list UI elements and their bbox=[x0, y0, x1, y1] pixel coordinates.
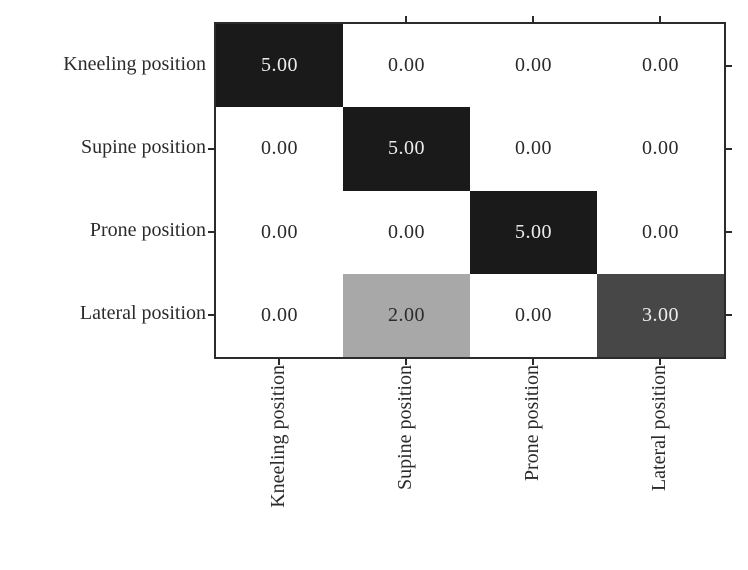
x-axis-tick bbox=[278, 359, 280, 365]
y-axis-tick bbox=[208, 231, 214, 233]
matrix-cell: 5.00 bbox=[470, 190, 597, 274]
matrix-cell: 0.00 bbox=[216, 190, 343, 274]
x-axis-label-text: Kneeling position bbox=[267, 365, 289, 508]
y-axis-tick bbox=[208, 148, 214, 150]
y-axis-tick bbox=[726, 65, 732, 67]
matrix-cell: 2.00 bbox=[343, 273, 470, 357]
matrix-cell: 0.00 bbox=[216, 273, 343, 357]
matrix-cell: 0.00 bbox=[343, 24, 470, 108]
x-axis-tick bbox=[532, 359, 534, 365]
matrix-cell: 0.00 bbox=[343, 190, 470, 274]
x-axis-tick bbox=[405, 359, 407, 365]
y-axis-label-prone: Prone position bbox=[89, 219, 206, 241]
x-axis-tick bbox=[659, 16, 661, 22]
matrix-cell: 0.00 bbox=[216, 107, 343, 191]
matrix-cell: 5.00 bbox=[216, 24, 343, 108]
y-axis-tick bbox=[726, 314, 732, 316]
x-axis-tick bbox=[659, 359, 661, 365]
matrix-cell: 5.00 bbox=[343, 107, 470, 191]
matrix-cell: 0.00 bbox=[470, 273, 597, 357]
y-axis-label-supine: Supine position bbox=[80, 136, 206, 158]
x-axis-label-text: Supine position bbox=[394, 365, 416, 491]
y-axis-tick bbox=[726, 148, 732, 150]
matrix-cell: 3.00 bbox=[597, 273, 724, 357]
x-axis-tick bbox=[405, 16, 407, 22]
matrix-cell: 0.00 bbox=[597, 107, 724, 191]
x-axis-label-text: Prone position bbox=[521, 365, 543, 482]
matrix-cell: 0.00 bbox=[470, 107, 597, 191]
x-axis-tick bbox=[532, 16, 534, 22]
x-axis-label-text: Lateral position bbox=[648, 365, 670, 492]
heatmap-plot: 5.00 0.00 0.00 0.00 0.00 5.00 0.00 0.00 … bbox=[208, 16, 732, 365]
y-axis-tick bbox=[726, 231, 732, 233]
y-axis-label-kneeling: Kneeling position bbox=[63, 53, 206, 75]
matrix-cell: 0.00 bbox=[470, 24, 597, 108]
y-axis-label-lateral: Lateral position bbox=[79, 302, 206, 324]
matrix-cell: 0.00 bbox=[597, 24, 724, 108]
y-axis-tick bbox=[208, 314, 214, 316]
matrix-cell: 0.00 bbox=[597, 190, 724, 274]
